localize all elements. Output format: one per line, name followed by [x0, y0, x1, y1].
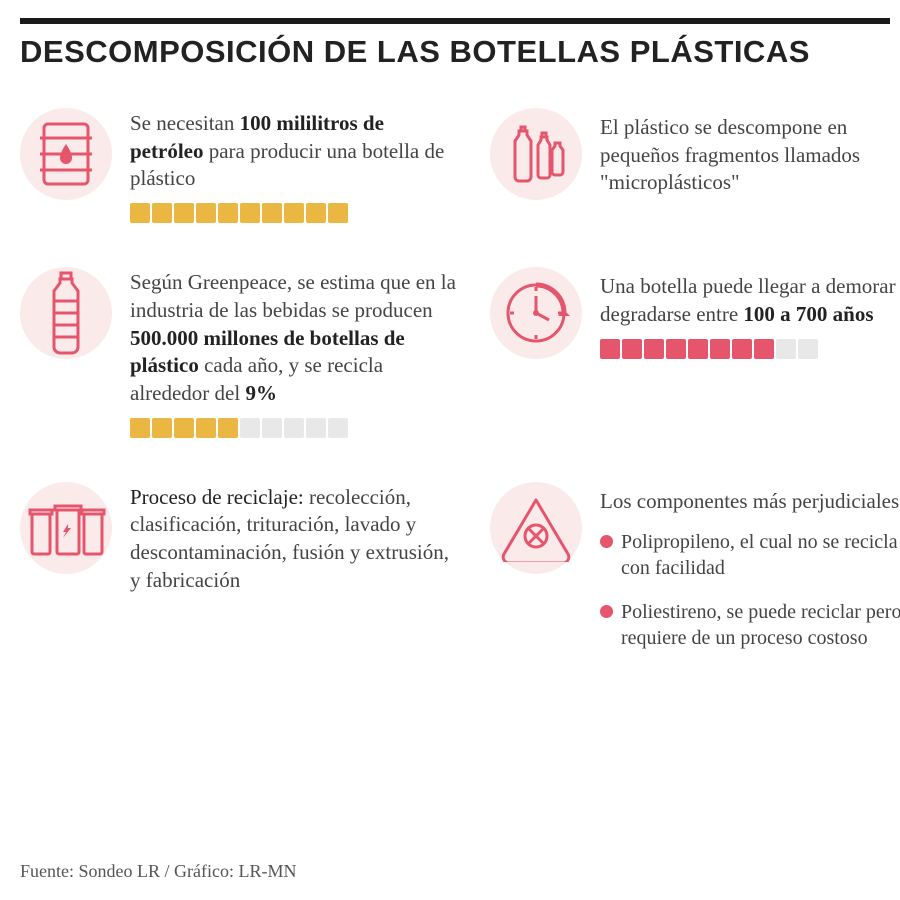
progress-square [196, 203, 216, 223]
progress-square [284, 418, 304, 438]
fact-components-body: Los componentes más perjudiciales: Polip… [600, 482, 900, 670]
bullet-item: Poliestireno, se puede reciclar pero req… [600, 599, 900, 651]
progress-squares [130, 203, 460, 223]
text-pre: Según Greenpeace, se estima que en la in… [130, 270, 456, 322]
fact-degrade-time: Una botella puede llegar a demorar en de… [490, 267, 900, 438]
warning-icon [490, 482, 582, 574]
progress-square [130, 203, 150, 223]
progress-square [284, 203, 304, 223]
bottle-icon [20, 267, 112, 359]
progress-square [152, 203, 172, 223]
text-pre: Se necesitan [130, 111, 240, 135]
progress-square [262, 418, 282, 438]
progress-square [262, 203, 282, 223]
bullet-item: Polipropileno, el cual no se recicla con… [600, 529, 900, 581]
progress-square [710, 339, 730, 359]
progress-square [218, 418, 238, 438]
text-bold2: 9% [245, 381, 277, 405]
text: El plástico se descompone en pequeños fr… [600, 115, 860, 194]
progress-square [666, 339, 686, 359]
fact-recycling-text: Proceso de reciclaje: recolección, clasi… [130, 482, 460, 595]
progress-square [240, 418, 260, 438]
progress-square [622, 339, 642, 359]
fact-greenpeace-text: Según Greenpeace, se estima que en la in… [130, 267, 460, 438]
progress-square [776, 339, 796, 359]
clock-icon [490, 267, 582, 359]
progress-squares [130, 418, 460, 438]
progress-square [130, 418, 150, 438]
progress-square [306, 203, 326, 223]
lead: Proceso de reciclaje: [130, 485, 304, 509]
progress-square [798, 339, 818, 359]
progress-square [240, 203, 260, 223]
components-bullets: Polipropileno, el cual no se recicla con… [600, 529, 900, 651]
progress-square [306, 418, 326, 438]
fact-petroleum: Se necesitan 100 mililitros de petróleo … [20, 108, 460, 223]
info-grid: Se necesitan 100 mililitros de petróleo … [20, 108, 900, 669]
progress-square [688, 339, 708, 359]
progress-square [732, 339, 752, 359]
bullet-dot-icon [600, 535, 613, 548]
bullet-dot-icon [600, 605, 613, 618]
fact-greenpeace: Según Greenpeace, se estima que en la in… [20, 267, 460, 438]
progress-square [218, 203, 238, 223]
components-heading: Los componentes más perjudiciales: [600, 489, 900, 513]
fact-components: Los componentes más perjudiciales: Polip… [490, 482, 900, 670]
progress-square [196, 418, 216, 438]
recycle-bins-icon [20, 482, 112, 574]
progress-square [754, 339, 774, 359]
bullet-text: Poliestireno, se puede reciclar pero req… [621, 599, 900, 651]
page-title: DESCOMPOSICIÓN DE LAS BOTELLAS PLÁSTICAS [20, 34, 900, 70]
progress-square [152, 418, 172, 438]
progress-squares [600, 339, 900, 359]
progress-square [328, 203, 348, 223]
fact-microplastics-text: El plástico se descompone en pequeños fr… [600, 108, 900, 197]
fact-recycling-process: Proceso de reciclaje: recolección, clasi… [20, 482, 460, 670]
fact-microplastics: El plástico se descompone en pequeños fr… [490, 108, 900, 223]
fact-petroleum-text: Se necesitan 100 mililitros de petróleo … [130, 108, 460, 223]
bottles-icon [490, 108, 582, 200]
progress-square [328, 418, 348, 438]
progress-square [174, 203, 194, 223]
progress-square [644, 339, 664, 359]
bullet-text: Polipropileno, el cual no se recicla con… [621, 529, 900, 581]
oil-barrel-icon [20, 108, 112, 200]
progress-square [174, 418, 194, 438]
fact-degrade-text: Una botella puede llegar a demorar en de… [600, 267, 900, 358]
progress-square [600, 339, 620, 359]
top-rule [20, 18, 890, 24]
source-credit: Fuente: Sondeo LR / Gráfico: LR-MN [20, 861, 296, 882]
text-bold: 100 a 700 años [743, 302, 873, 326]
